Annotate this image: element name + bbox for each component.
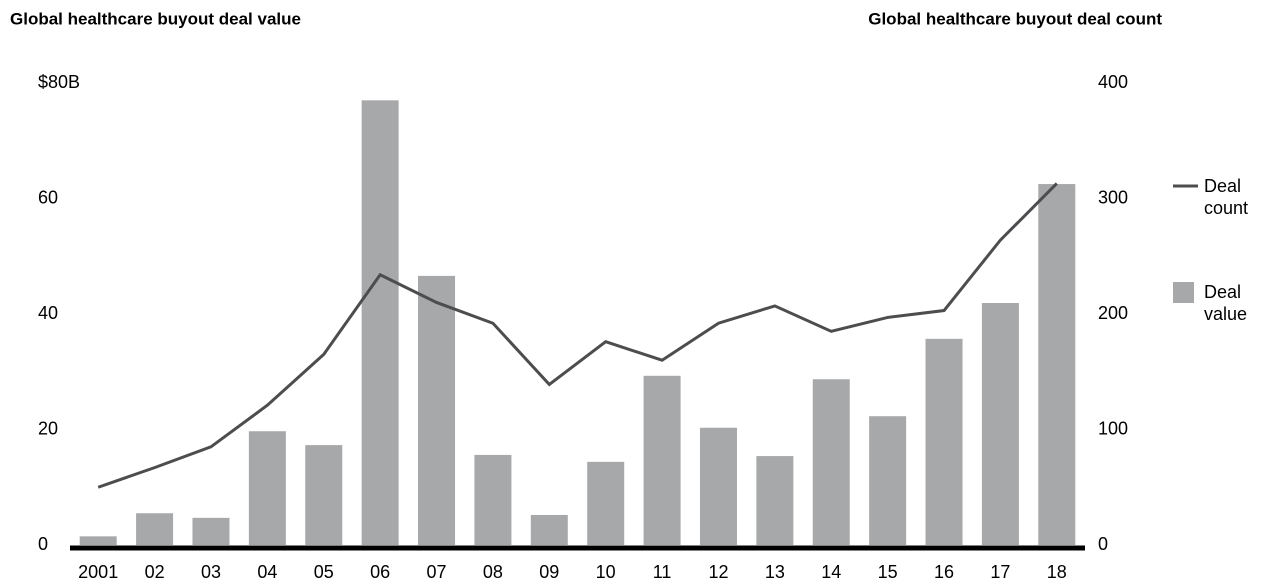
bar xyxy=(136,513,174,545)
bar xyxy=(812,379,850,545)
x-tick-label: 07 xyxy=(427,562,447,582)
x-tick-label: 12 xyxy=(708,562,728,582)
x-tick-label: 05 xyxy=(314,562,334,582)
bar xyxy=(643,375,681,545)
y-tick-label: 60 xyxy=(38,187,58,207)
y-tick-label: 40 xyxy=(38,303,58,323)
y-axis-title: Global healthcare buyout deal value xyxy=(10,9,301,28)
bar xyxy=(981,303,1019,545)
y2-tick-label: 200 xyxy=(1098,303,1128,323)
legend-label: Deal value xyxy=(1204,282,1248,324)
x-tick-label: 2001 xyxy=(78,562,118,582)
x-tick-label: 02 xyxy=(145,562,165,582)
legend-swatch xyxy=(1173,282,1194,303)
y2-axis-title: Global healthcare buyout deal count xyxy=(868,9,1162,28)
y2-tick-label: 300 xyxy=(1098,187,1128,207)
legend-label: Deal count xyxy=(1204,176,1249,218)
bar xyxy=(474,454,512,545)
x-tick-label: 11 xyxy=(653,562,672,582)
x-tick-label: 04 xyxy=(257,562,277,582)
bar xyxy=(925,338,963,545)
bar xyxy=(361,100,399,545)
x-tick-label: 18 xyxy=(1047,562,1067,582)
bar xyxy=(248,431,286,545)
bar xyxy=(305,445,343,545)
x-tick-label: 16 xyxy=(934,562,954,582)
bar xyxy=(699,427,737,545)
x-tick-label: 06 xyxy=(370,562,390,582)
bar xyxy=(756,456,794,545)
x-tick-label: 15 xyxy=(878,562,898,582)
bar xyxy=(530,514,568,545)
bar xyxy=(418,275,456,545)
y-tick-label: $80B xyxy=(38,72,80,92)
y2-tick-label: 100 xyxy=(1098,418,1128,438)
x-tick-label: 17 xyxy=(990,562,1010,582)
x-tick-label: 10 xyxy=(596,562,616,582)
y2-tick-label: 400 xyxy=(1098,72,1128,92)
y-tick-label: 0 xyxy=(38,534,48,554)
bar xyxy=(869,416,907,545)
line xyxy=(97,182,1058,489)
x-tick-label: 08 xyxy=(483,562,503,582)
x-tick-label: 03 xyxy=(201,562,221,582)
bar xyxy=(587,461,625,545)
y-tick-label: 20 xyxy=(38,418,58,438)
bar xyxy=(192,517,230,545)
x-tick-label: 09 xyxy=(539,562,559,582)
bar xyxy=(79,536,117,545)
x-tick-label: 14 xyxy=(821,562,841,582)
y2-tick-label: 0 xyxy=(1098,534,1108,554)
bar xyxy=(1038,184,1076,545)
x-tick-label: 13 xyxy=(765,562,785,582)
